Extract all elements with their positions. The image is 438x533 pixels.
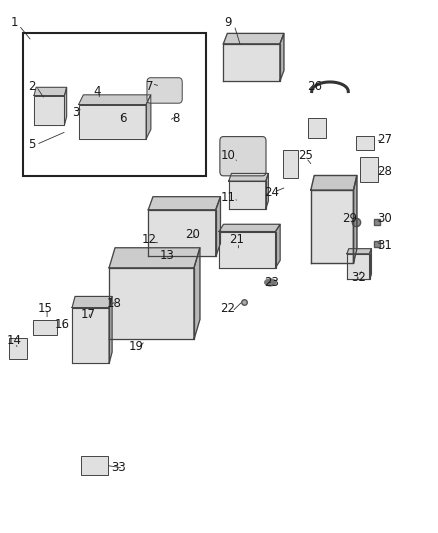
Text: 19: 19	[129, 340, 144, 352]
Polygon shape	[347, 249, 371, 254]
Polygon shape	[311, 175, 357, 190]
Bar	[360, 157, 378, 182]
Bar	[81, 456, 109, 475]
Polygon shape	[64, 87, 67, 125]
Text: 4: 4	[93, 85, 101, 98]
Text: 5: 5	[28, 138, 35, 151]
Bar	[283, 150, 298, 178]
Text: 7: 7	[145, 80, 153, 93]
Text: 15: 15	[38, 302, 53, 316]
FancyBboxPatch shape	[220, 136, 266, 176]
Text: 33: 33	[112, 462, 126, 474]
Polygon shape	[109, 268, 194, 340]
Text: 23: 23	[264, 276, 279, 289]
Polygon shape	[109, 248, 200, 268]
Polygon shape	[280, 34, 284, 81]
Polygon shape	[72, 296, 112, 308]
Text: 12: 12	[142, 233, 157, 246]
Text: 16: 16	[55, 318, 70, 332]
Text: 8: 8	[172, 111, 179, 125]
Polygon shape	[194, 248, 200, 340]
Polygon shape	[276, 224, 280, 268]
Polygon shape	[311, 190, 353, 263]
Text: 10: 10	[220, 149, 235, 161]
Text: 18: 18	[107, 297, 122, 310]
Text: 13: 13	[159, 249, 174, 262]
Polygon shape	[146, 95, 151, 139]
Polygon shape	[353, 175, 357, 263]
Polygon shape	[347, 254, 370, 279]
Text: 24: 24	[264, 186, 279, 199]
Text: 14: 14	[7, 334, 22, 347]
Text: 6: 6	[120, 111, 127, 125]
Bar	[308, 117, 326, 138]
Text: 17: 17	[81, 308, 96, 321]
Text: 20: 20	[185, 228, 200, 241]
Bar	[33, 319, 57, 335]
Polygon shape	[219, 231, 276, 268]
Polygon shape	[148, 210, 216, 256]
Text: 25: 25	[299, 149, 314, 161]
Polygon shape	[34, 95, 64, 125]
Text: 11: 11	[220, 191, 235, 204]
Bar	[23, 33, 206, 176]
Text: 1: 1	[11, 16, 18, 29]
Bar	[356, 136, 374, 150]
Polygon shape	[266, 173, 268, 209]
Polygon shape	[219, 224, 280, 231]
Polygon shape	[34, 87, 67, 95]
Polygon shape	[72, 308, 109, 364]
Text: 29: 29	[342, 212, 357, 225]
Polygon shape	[223, 44, 280, 81]
Text: 9: 9	[224, 16, 231, 29]
Text: 30: 30	[377, 212, 392, 225]
Polygon shape	[370, 249, 371, 279]
Text: 28: 28	[377, 165, 392, 177]
Text: 2: 2	[28, 80, 35, 93]
Bar	[9, 338, 27, 359]
Text: 21: 21	[229, 233, 244, 246]
Text: 26: 26	[307, 80, 322, 93]
Polygon shape	[216, 197, 220, 256]
Polygon shape	[148, 197, 220, 210]
Polygon shape	[79, 95, 151, 104]
Text: 22: 22	[220, 302, 235, 316]
FancyBboxPatch shape	[147, 78, 182, 103]
Text: 3: 3	[72, 106, 79, 119]
Text: 32: 32	[351, 271, 366, 284]
Text: 31: 31	[377, 239, 392, 252]
Text: 27: 27	[377, 133, 392, 146]
Polygon shape	[229, 181, 266, 209]
Polygon shape	[79, 104, 146, 139]
Polygon shape	[223, 34, 284, 44]
Ellipse shape	[265, 279, 276, 286]
Polygon shape	[109, 296, 112, 364]
Polygon shape	[229, 173, 268, 181]
